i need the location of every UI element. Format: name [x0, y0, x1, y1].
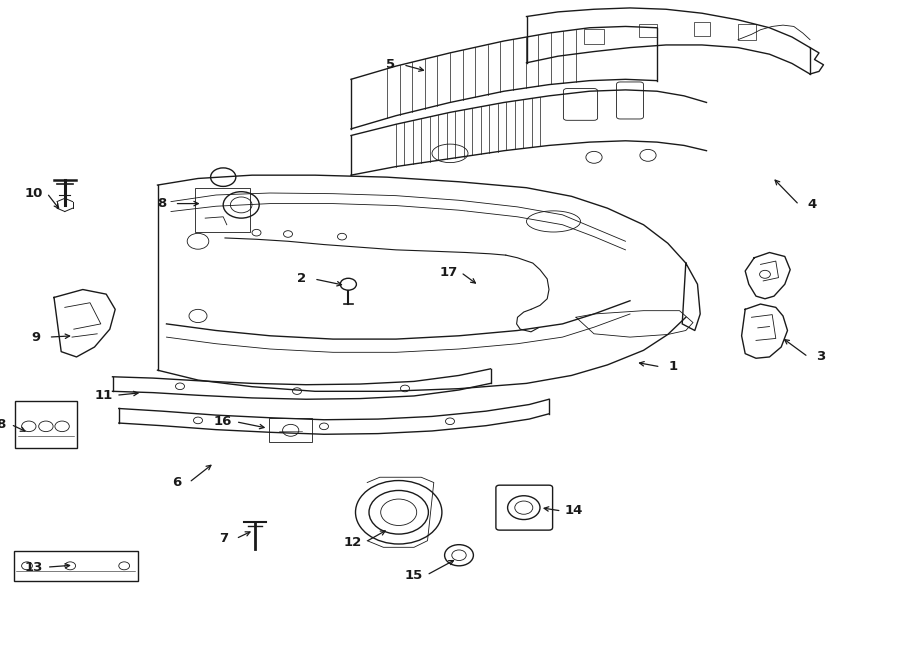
Text: 3: 3 — [816, 350, 825, 364]
Text: 12: 12 — [344, 535, 362, 549]
FancyBboxPatch shape — [195, 188, 250, 232]
FancyBboxPatch shape — [269, 418, 312, 442]
Text: 10: 10 — [25, 186, 43, 200]
FancyBboxPatch shape — [616, 82, 643, 119]
Text: 15: 15 — [405, 568, 423, 582]
Text: 18: 18 — [0, 418, 7, 431]
FancyBboxPatch shape — [563, 89, 598, 120]
Text: 2: 2 — [297, 272, 306, 286]
Text: 9: 9 — [32, 330, 40, 344]
FancyBboxPatch shape — [584, 29, 604, 44]
Text: 1: 1 — [669, 360, 678, 373]
FancyBboxPatch shape — [738, 24, 756, 40]
Text: 13: 13 — [25, 561, 43, 574]
FancyBboxPatch shape — [496, 485, 553, 530]
FancyBboxPatch shape — [639, 24, 657, 37]
Text: 6: 6 — [172, 476, 181, 489]
Text: 5: 5 — [386, 58, 395, 71]
Text: 4: 4 — [807, 198, 816, 212]
Text: 7: 7 — [219, 532, 228, 545]
FancyBboxPatch shape — [14, 551, 138, 581]
FancyBboxPatch shape — [695, 22, 710, 36]
Text: 16: 16 — [214, 415, 232, 428]
Text: 11: 11 — [94, 389, 112, 402]
Text: 14: 14 — [565, 504, 583, 518]
Text: 17: 17 — [439, 266, 457, 279]
FancyBboxPatch shape — [15, 401, 76, 448]
Text: 8: 8 — [158, 197, 166, 210]
